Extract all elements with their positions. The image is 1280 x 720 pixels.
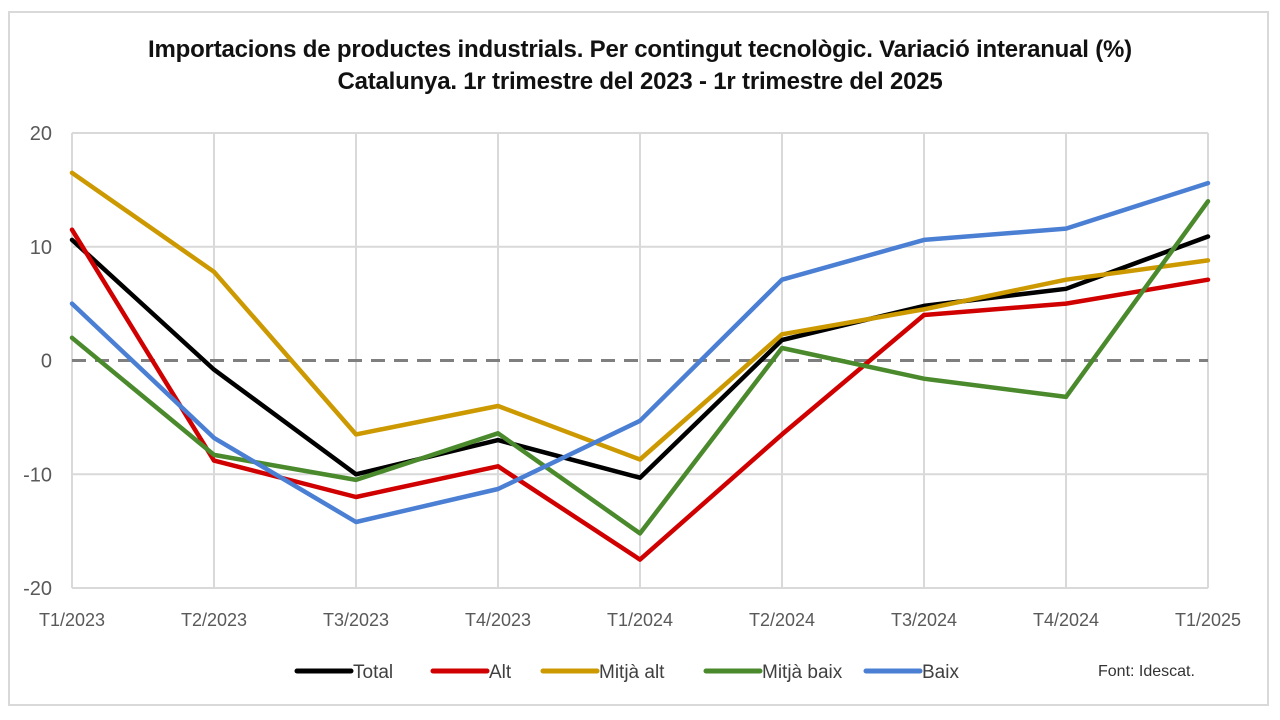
legend-item: Mitjà alt <box>540 662 665 683</box>
series-line-mitja-baix <box>69 199 1211 536</box>
legend-item: Total <box>294 662 393 683</box>
chart-title: Importacions de productes industrials. P… <box>0 34 1280 98</box>
legend-label: Mitjà baix <box>762 662 843 683</box>
series-line-total <box>69 234 1211 480</box>
y-tick-label: 0 <box>41 351 52 373</box>
x-tick-label: T4/2023 <box>465 610 531 630</box>
legend-item: Alt <box>430 662 512 683</box>
legend-label: Alt <box>489 662 512 683</box>
chart-frame <box>8 11 1269 706</box>
series-line-mitja-alt <box>69 170 1211 462</box>
x-tick-label: T1/2025 <box>1175 610 1241 630</box>
legend-item: Mitjà baix <box>703 662 843 683</box>
legend: Total Alt Mitjà alt Mitjà baix Baix <box>294 662 959 683</box>
x-tick-label: T1/2023 <box>39 610 105 630</box>
source-note: Font: Idescat. <box>1098 663 1195 680</box>
y-axis-ticks: 20 10 0 -10 -20 <box>23 123 52 600</box>
chart-title-line1: Importacions de productes industrials. P… <box>148 36 1132 63</box>
legend-item: Baix <box>863 662 959 683</box>
series-line-alt <box>69 227 1211 562</box>
legend-label: Mitjà alt <box>599 662 665 683</box>
legend-label: Total <box>353 662 393 683</box>
x-tick-label: T3/2024 <box>891 610 957 630</box>
x-tick-label: T3/2023 <box>323 610 389 630</box>
y-tick-label: 10 <box>30 237 52 259</box>
x-tick-label: T1/2024 <box>607 610 673 630</box>
series-line-baix <box>69 180 1211 525</box>
x-tick-label: T4/2024 <box>1033 610 1099 630</box>
y-tick-label: -10 <box>23 464 52 486</box>
y-tick-label: 20 <box>30 123 52 145</box>
x-axis-ticks: T1/2023 T2/2023 T3/2023 T4/2023 T1/2024 T2/20… <box>39 610 1241 630</box>
x-tick-label: T2/2024 <box>749 610 815 630</box>
legend-label: Baix <box>922 662 959 683</box>
y-tick-label: -20 <box>23 578 52 600</box>
chart-title-line2: Catalunya. 1r trimestre del 2023 - 1r tr… <box>337 68 943 95</box>
series-lines <box>69 170 1211 562</box>
x-tick-label: T2/2023 <box>181 610 247 630</box>
